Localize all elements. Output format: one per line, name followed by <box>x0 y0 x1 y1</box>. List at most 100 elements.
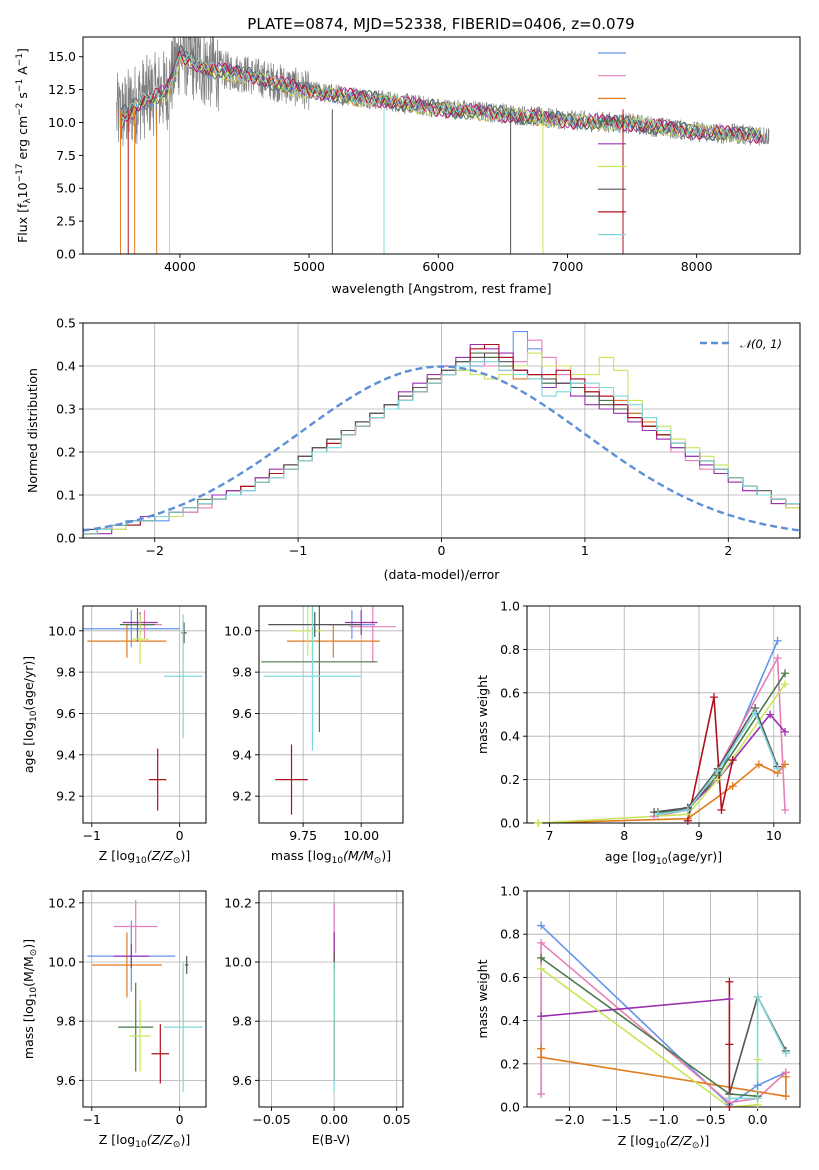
age-weight-ytick-label-1: 0.2 <box>500 772 520 787</box>
spectrum-axes: 4000 5000 6000 7000 8000 0.0 2.5 5.0 7.5 10.0 12.5… <box>15 36 801 296</box>
residuals-ytick-label-3: 0.3 <box>56 402 76 417</box>
ebv-mass-xtick-label-2: 0.05 <box>383 1112 411 1127</box>
z-mass-xlabel-sub: 10 <box>135 1140 147 1150</box>
z-weight-series-3-marker-0 <box>537 953 546 962</box>
mass-age-xlabel-main: mass [log <box>271 848 332 863</box>
ebv-mass-xtick-label-1: 0.00 <box>320 1112 348 1127</box>
mass-age-xlabel: mass [log10(M/M⊙)] <box>271 848 391 866</box>
z-mass-xtick-label-0: −1 <box>83 1112 101 1127</box>
age-weight-series-2 <box>538 763 786 823</box>
ebv-mass-ytick-label-3: 10.2 <box>224 895 252 910</box>
ebv-mass-ytick-label-0: 9.6 <box>232 1073 252 1088</box>
spectrum-series-8 <box>121 54 762 143</box>
age-weight-series-5-marker-0 <box>534 819 543 827</box>
z-mass-xlabel-sub2: ⊙ <box>173 1140 181 1150</box>
age-weight-xtick-label-3: 10 <box>766 828 782 843</box>
z-age-xlabel-mid: (Z/Z <box>147 848 174 863</box>
spectrum-panel: 4000 5000 6000 7000 8000 0.0 2.5 5.0 7.5 10.0 12.5… <box>15 36 801 296</box>
mass-age-ytick-label-3: 9.8 <box>232 665 252 680</box>
residuals-ylabel: Normed distribution <box>25 368 40 493</box>
age-weight-series-1-marker-3 <box>773 654 782 663</box>
age-weight-frame <box>526 605 801 824</box>
z-age-panel: −1 09.29.49.69.810.0Z [log10(Z/Z⊙)]age [l… <box>21 605 207 866</box>
z-age-ylabel-main: age [log <box>21 722 36 773</box>
z-age-ytick-label-1: 9.4 <box>56 747 76 762</box>
ebv-mass-ytick-label-1: 9.8 <box>232 1014 252 1029</box>
ebv-mass-frame <box>258 890 404 1108</box>
z-weight-series-8-marker-0 <box>725 1094 734 1103</box>
z-age-xtick-label-1: 0 <box>176 828 184 843</box>
z-mass-xlabel: Z [log10(Z/Z⊙)] <box>99 1132 190 1150</box>
age-weight-xtick-label-2: 9 <box>695 828 703 843</box>
z-weight-axes: −2.0 −1.5 −1.0 −0.5 0.0 0.0 0.2 0.4 0.6 0.8 1.0 Z [… <box>475 884 801 1151</box>
residuals-legend-label: 𝒩(0, 1) <box>740 337 782 351</box>
z-weight-ytick-label-4: 0.8 <box>500 927 520 942</box>
ebv-mass-ytick-label-2: 10.0 <box>224 955 252 970</box>
residuals-xtick-label-2: 0 <box>438 543 446 558</box>
residuals-xtick-label-4: 2 <box>724 543 732 558</box>
z-weight-series-4 <box>541 998 730 1018</box>
spectrum-series-4 <box>121 54 762 144</box>
age-weight-series-0-marker-3 <box>773 636 782 645</box>
age-weight-xlabel: age [log10(age/yr)] <box>605 849 722 867</box>
z-weight-ytick-label-2: 0.4 <box>500 1013 520 1028</box>
z-age-xlabel-sub: 10 <box>135 856 147 866</box>
mass-age-frame <box>258 605 404 824</box>
age-weight-xtick-label-0: 7 <box>545 828 553 843</box>
z-mass-xtick-label-1: 0 <box>176 1112 184 1127</box>
figure-title: PLATE=0874, MJD=52338, FIBERID=0406, z=0… <box>247 15 634 33</box>
mass-age-xtick-label-1: 10.00 <box>343 828 379 843</box>
z-mass-xlabel-end: )] <box>180 1132 190 1147</box>
z-weight-xtick-label-4: 0.0 <box>748 1112 768 1127</box>
z-weight-series-2-marker-3 <box>781 1072 790 1081</box>
z-weight-ytick-label-0: 0.0 <box>500 1100 520 1115</box>
residuals-ytick-label-1: 0.1 <box>56 488 76 503</box>
z-weight-ylabel: mass weight <box>475 959 490 1038</box>
age-weight-xlabel-main: age [log <box>605 849 656 864</box>
mass-age-xlabel-sub2: ⊙ <box>374 856 382 866</box>
age-weight-series-5 <box>538 683 786 823</box>
residuals-ytick-label-4: 0.4 <box>56 359 76 374</box>
mass-age-axes: 9.75 10.00 9.2 9.4 9.6 9.8 10.0 mass [log10(M/M… <box>224 605 404 866</box>
z-mass-panel: −1 09.69.810.010.2Z [log10(Z/Z⊙)]mass [lo… <box>21 890 207 1150</box>
z-weight-series-2-marker-0 <box>537 1044 546 1053</box>
z-age-xlabel-sub2: ⊙ <box>173 856 181 866</box>
ebv-mass-panel: −0.05 0.00 0.05 9.6 9.8 10.0 10.2 E(B-V) <box>224 890 411 1147</box>
z-mass-ytick-label-2: 10.0 <box>48 955 76 970</box>
age-weight-ytick-label-0: 0.0 <box>500 816 520 831</box>
age-weight-series-1-marker-4 <box>781 805 790 814</box>
spectrum-xtick-label-4: 8000 <box>681 259 713 274</box>
z-mass-ylabel-main: mass [log <box>21 998 36 1059</box>
spectrum-ytick-label-3: 7.5 <box>56 148 76 163</box>
spectrum-ytick-label-4: 10.0 <box>48 115 76 130</box>
age-weight-series-4 <box>687 713 786 809</box>
z-weight-xtick-label-2: −1.0 <box>648 1112 678 1127</box>
age-weight-series-8-marker-0 <box>653 810 662 819</box>
spectrum-ylabel-b: 10 <box>15 182 30 198</box>
z-age-ylabel-sub: 10 <box>29 710 39 722</box>
z-age-ylabel-end: (age/yr)] <box>21 656 36 711</box>
spectrum-ylabel-i: −1 <box>15 53 25 66</box>
z-weight-xlabel: Z [log10(Z/Z⊙)] <box>618 1133 709 1151</box>
z-weight-xlabel-sub: 10 <box>654 1141 666 1151</box>
spectrum-frame <box>82 36 801 255</box>
z-weight-series-8-marker-3 <box>781 1049 790 1057</box>
residuals-ytick-label-0: 0.0 <box>56 531 76 546</box>
z-weight-series-2 <box>540 1048 787 1098</box>
spectrum-ylabel-e: −2 <box>15 103 25 116</box>
z-age-xlabel: Z [log10(Z/Z⊙)] <box>99 848 190 866</box>
age-weight-series-2-marker-3 <box>754 760 763 769</box>
z-weight-xtick-label-0: −2.0 <box>554 1112 584 1127</box>
z-weight-series-0-marker-0 <box>537 921 546 930</box>
z-weight-xtick-label-3: −0.5 <box>695 1112 725 1127</box>
z-age-plot-area <box>83 608 203 811</box>
residuals-xtick-label-3: 1 <box>581 543 589 558</box>
mass-age-xlabel-mid: (M/M <box>343 848 374 863</box>
z-mass-ytick-label-3: 10.2 <box>48 895 76 910</box>
age-weight-series-3-marker-3 <box>781 669 790 678</box>
z-age-ytick-label-0: 9.2 <box>56 789 76 804</box>
mass-age-xtick-label-0: 9.75 <box>289 828 317 843</box>
spectrum-xtick-label-2: 6000 <box>422 259 454 274</box>
z-mass-ylabel-end: )] <box>21 939 36 949</box>
